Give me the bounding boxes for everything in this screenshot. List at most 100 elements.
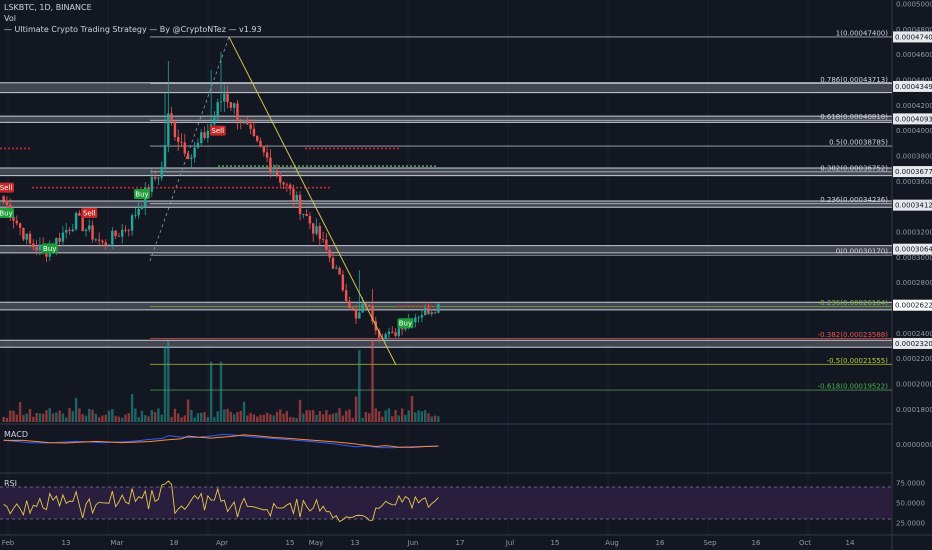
candle-body	[219, 101, 223, 103]
volume-bar	[384, 410, 387, 422]
volume-bar	[252, 414, 256, 422]
candle-body	[114, 230, 117, 236]
volume-bar	[292, 417, 295, 422]
volume-bar	[190, 409, 193, 422]
volume-bar	[18, 402, 22, 422]
candle-body	[160, 166, 163, 178]
time-tick: 13	[62, 539, 71, 547]
signal-tag	[81, 208, 98, 218]
candle-body	[325, 239, 328, 250]
volume-bar	[315, 414, 318, 422]
candle-body	[127, 230, 130, 232]
volume-bar	[71, 411, 75, 422]
volume-bar	[282, 413, 285, 422]
volume-bar	[226, 408, 229, 422]
candle-body	[121, 229, 124, 237]
volume-bar	[437, 416, 440, 422]
price-badge	[893, 243, 932, 255]
candle-body	[420, 315, 424, 318]
volume-bar	[242, 401, 246, 422]
price-badge	[893, 337, 932, 349]
volume-bar	[298, 399, 302, 422]
volume-bar	[305, 410, 308, 422]
macd-line	[3, 433, 439, 449]
volume-bar	[206, 417, 210, 422]
signal-tag	[209, 125, 226, 136]
signal-label: Buy	[399, 320, 412, 328]
signal-tag	[133, 189, 150, 199]
volume-bar	[371, 339, 374, 422]
candle-body	[279, 175, 282, 183]
volume-bar	[209, 361, 213, 422]
volume-bar	[351, 417, 354, 422]
sell-signal: Sell	[0, 182, 14, 193]
candle-body	[157, 177, 160, 179]
candle-body	[265, 152, 269, 158]
volume-bar	[269, 414, 272, 422]
signal-tag	[397, 318, 414, 329]
volume-bar	[2, 416, 5, 422]
candle-body	[101, 240, 104, 243]
volume-bar	[308, 410, 312, 422]
candle-body	[391, 331, 394, 333]
trend-line	[228, 36, 397, 366]
candle-body	[335, 267, 338, 269]
volume-bar	[153, 412, 157, 422]
volume-bar	[364, 411, 368, 422]
volume-bar	[32, 416, 35, 422]
candle-body	[163, 145, 167, 167]
candle-body	[384, 334, 387, 340]
candle-body	[285, 184, 289, 186]
candle-body	[246, 119, 249, 125]
candle-body	[364, 303, 368, 305]
candle-body	[414, 317, 417, 323]
candle-body	[272, 171, 275, 172]
volume-bar	[427, 413, 430, 422]
price-badge	[893, 31, 932, 43]
candle-body	[186, 153, 190, 159]
volume-bar	[124, 414, 127, 422]
volume-bar	[137, 417, 140, 422]
price-badge	[893, 299, 932, 311]
candle-body	[32, 243, 35, 248]
candle-body	[318, 226, 321, 239]
volume-bar	[341, 415, 345, 422]
candle-body	[35, 247, 38, 251]
volume-bar	[354, 396, 358, 422]
candle-body	[256, 135, 259, 141]
price-badge	[893, 199, 932, 211]
candle-body	[361, 303, 364, 313]
candle-body	[150, 176, 154, 192]
sr-band	[0, 302, 892, 310]
volume-bar	[318, 411, 321, 422]
candle-body	[22, 227, 25, 240]
volume-bar	[256, 416, 259, 422]
candle-body	[28, 233, 32, 244]
candle-body	[354, 309, 358, 319]
candle-body	[427, 308, 430, 315]
candle-body	[153, 176, 157, 179]
sell-signal: Sell	[81, 208, 98, 218]
candle-body	[305, 214, 308, 216]
volume-bar	[5, 417, 9, 422]
macd-pane	[3, 433, 439, 449]
candle-body	[12, 217, 15, 221]
candle-body	[173, 121, 177, 138]
volume-bar	[48, 408, 51, 422]
volume-bar	[229, 411, 233, 422]
candle-body	[308, 215, 312, 224]
candle-body	[275, 171, 279, 176]
volume-bar	[186, 399, 190, 422]
candle-body	[2, 196, 5, 201]
time-tick: 13	[351, 539, 360, 547]
candle-body	[65, 230, 68, 233]
